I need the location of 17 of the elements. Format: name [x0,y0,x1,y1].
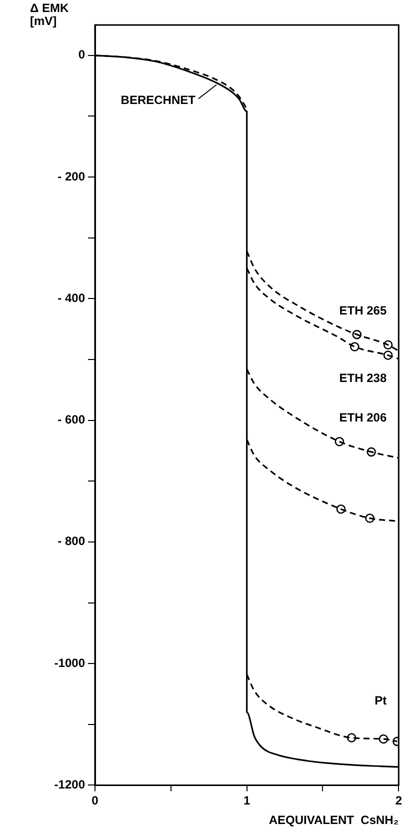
y-tick-label: 0 [78,48,86,62]
series-label: ETH 265 [339,303,387,318]
x-tick-label: 1 [243,794,250,808]
x-axis-title: AEQUIVALENT CsNH₂ [268,813,399,828]
y-tick-label: - 600 [58,412,86,427]
y-axis-title: Δ EMK [mV] [30,1,69,28]
legend-label: BERECHNET [120,93,196,108]
y-tick-label: -1000 [54,656,86,670]
series-label: ETH 206 [339,410,387,424]
y-tick-label: -1200 [54,778,86,792]
series-label: ETH 238 [339,371,387,386]
x-tick-label: 0 [92,794,99,808]
y-tick-label: - 200 [58,169,86,184]
y-tick-label: - 400 [58,290,86,305]
x-tick-label: 2 [395,794,402,808]
y-tick-label: - 800 [58,534,86,548]
text: Pt [374,694,387,708]
